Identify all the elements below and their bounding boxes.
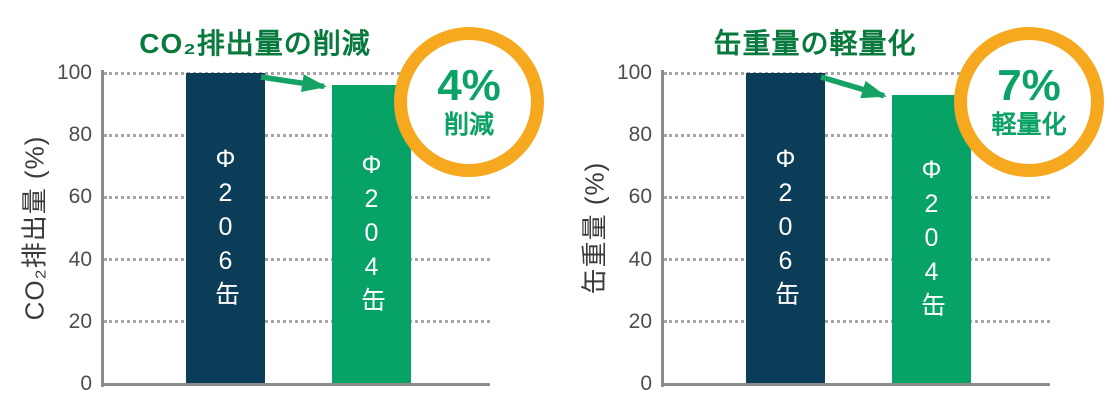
badge-caption: 削減	[443, 111, 494, 140]
can-weight-chart-panel: 缶重量の軽量化 缶重量 (%) 100 80 60 40 20 0 Φ206缶 …	[560, 0, 1120, 400]
gridline	[104, 258, 490, 261]
badge-percent: 4%	[437, 61, 501, 111]
y-tick-label: 20	[628, 310, 652, 333]
y-tick-label: 80	[68, 123, 92, 146]
gridline	[664, 196, 1050, 199]
bar-label: Φ204缶	[917, 155, 946, 323]
y-axis-line	[661, 70, 664, 387]
y-tick-label: 60	[68, 185, 92, 208]
bar-phi204: Φ204缶	[332, 85, 411, 384]
badge-percent: 7%	[997, 61, 1061, 111]
bar-phi204: Φ204缶	[892, 94, 971, 384]
y-tick-label: 100	[616, 61, 652, 84]
gridline	[104, 72, 490, 75]
y-tick-label: 20	[68, 310, 92, 333]
x-axis-line	[101, 383, 490, 386]
gridline	[104, 320, 490, 323]
y-tick-label: 0	[640, 372, 652, 395]
y-tick-label: 100	[56, 61, 92, 84]
y-tick-label: 80	[628, 123, 652, 146]
y-tick-label: 40	[628, 248, 652, 271]
gridline	[104, 134, 490, 137]
bar-label: Φ206缶	[211, 145, 240, 312]
y-axis-line	[101, 70, 104, 387]
chart-title: 缶重量の軽量化	[713, 28, 917, 59]
chart-title: CO₂排出量の削減	[139, 28, 371, 59]
bar-label: Φ204缶	[357, 151, 386, 319]
y-axis-label: CO₂排出量 (%)	[19, 135, 50, 321]
y-tick-label: 40	[68, 248, 92, 271]
gridline	[664, 320, 1050, 323]
lightening-badge: 7% 軽量化	[954, 27, 1104, 177]
badge-caption: 軽量化	[991, 111, 1067, 140]
co2-emission-chart-panel: CO₂排出量の削減 CO₂排出量 (%) 100 80 60 40 20 0 Φ…	[19, 27, 544, 395]
y-tick-label: 60	[628, 185, 652, 208]
gridline	[664, 258, 1050, 261]
bar-phi206: Φ206缶	[746, 73, 825, 384]
gridline	[664, 72, 1050, 75]
bar-label: Φ206缶	[771, 145, 800, 312]
x-axis-line	[661, 383, 1050, 386]
gridline	[664, 134, 1050, 137]
y-axis-label: 缶重量 (%)	[579, 161, 610, 295]
gridline	[104, 196, 490, 199]
reduction-badge: 4% 削減	[394, 27, 544, 177]
y-tick-label: 0	[80, 372, 92, 395]
bar-phi206: Φ206缶	[186, 73, 265, 384]
